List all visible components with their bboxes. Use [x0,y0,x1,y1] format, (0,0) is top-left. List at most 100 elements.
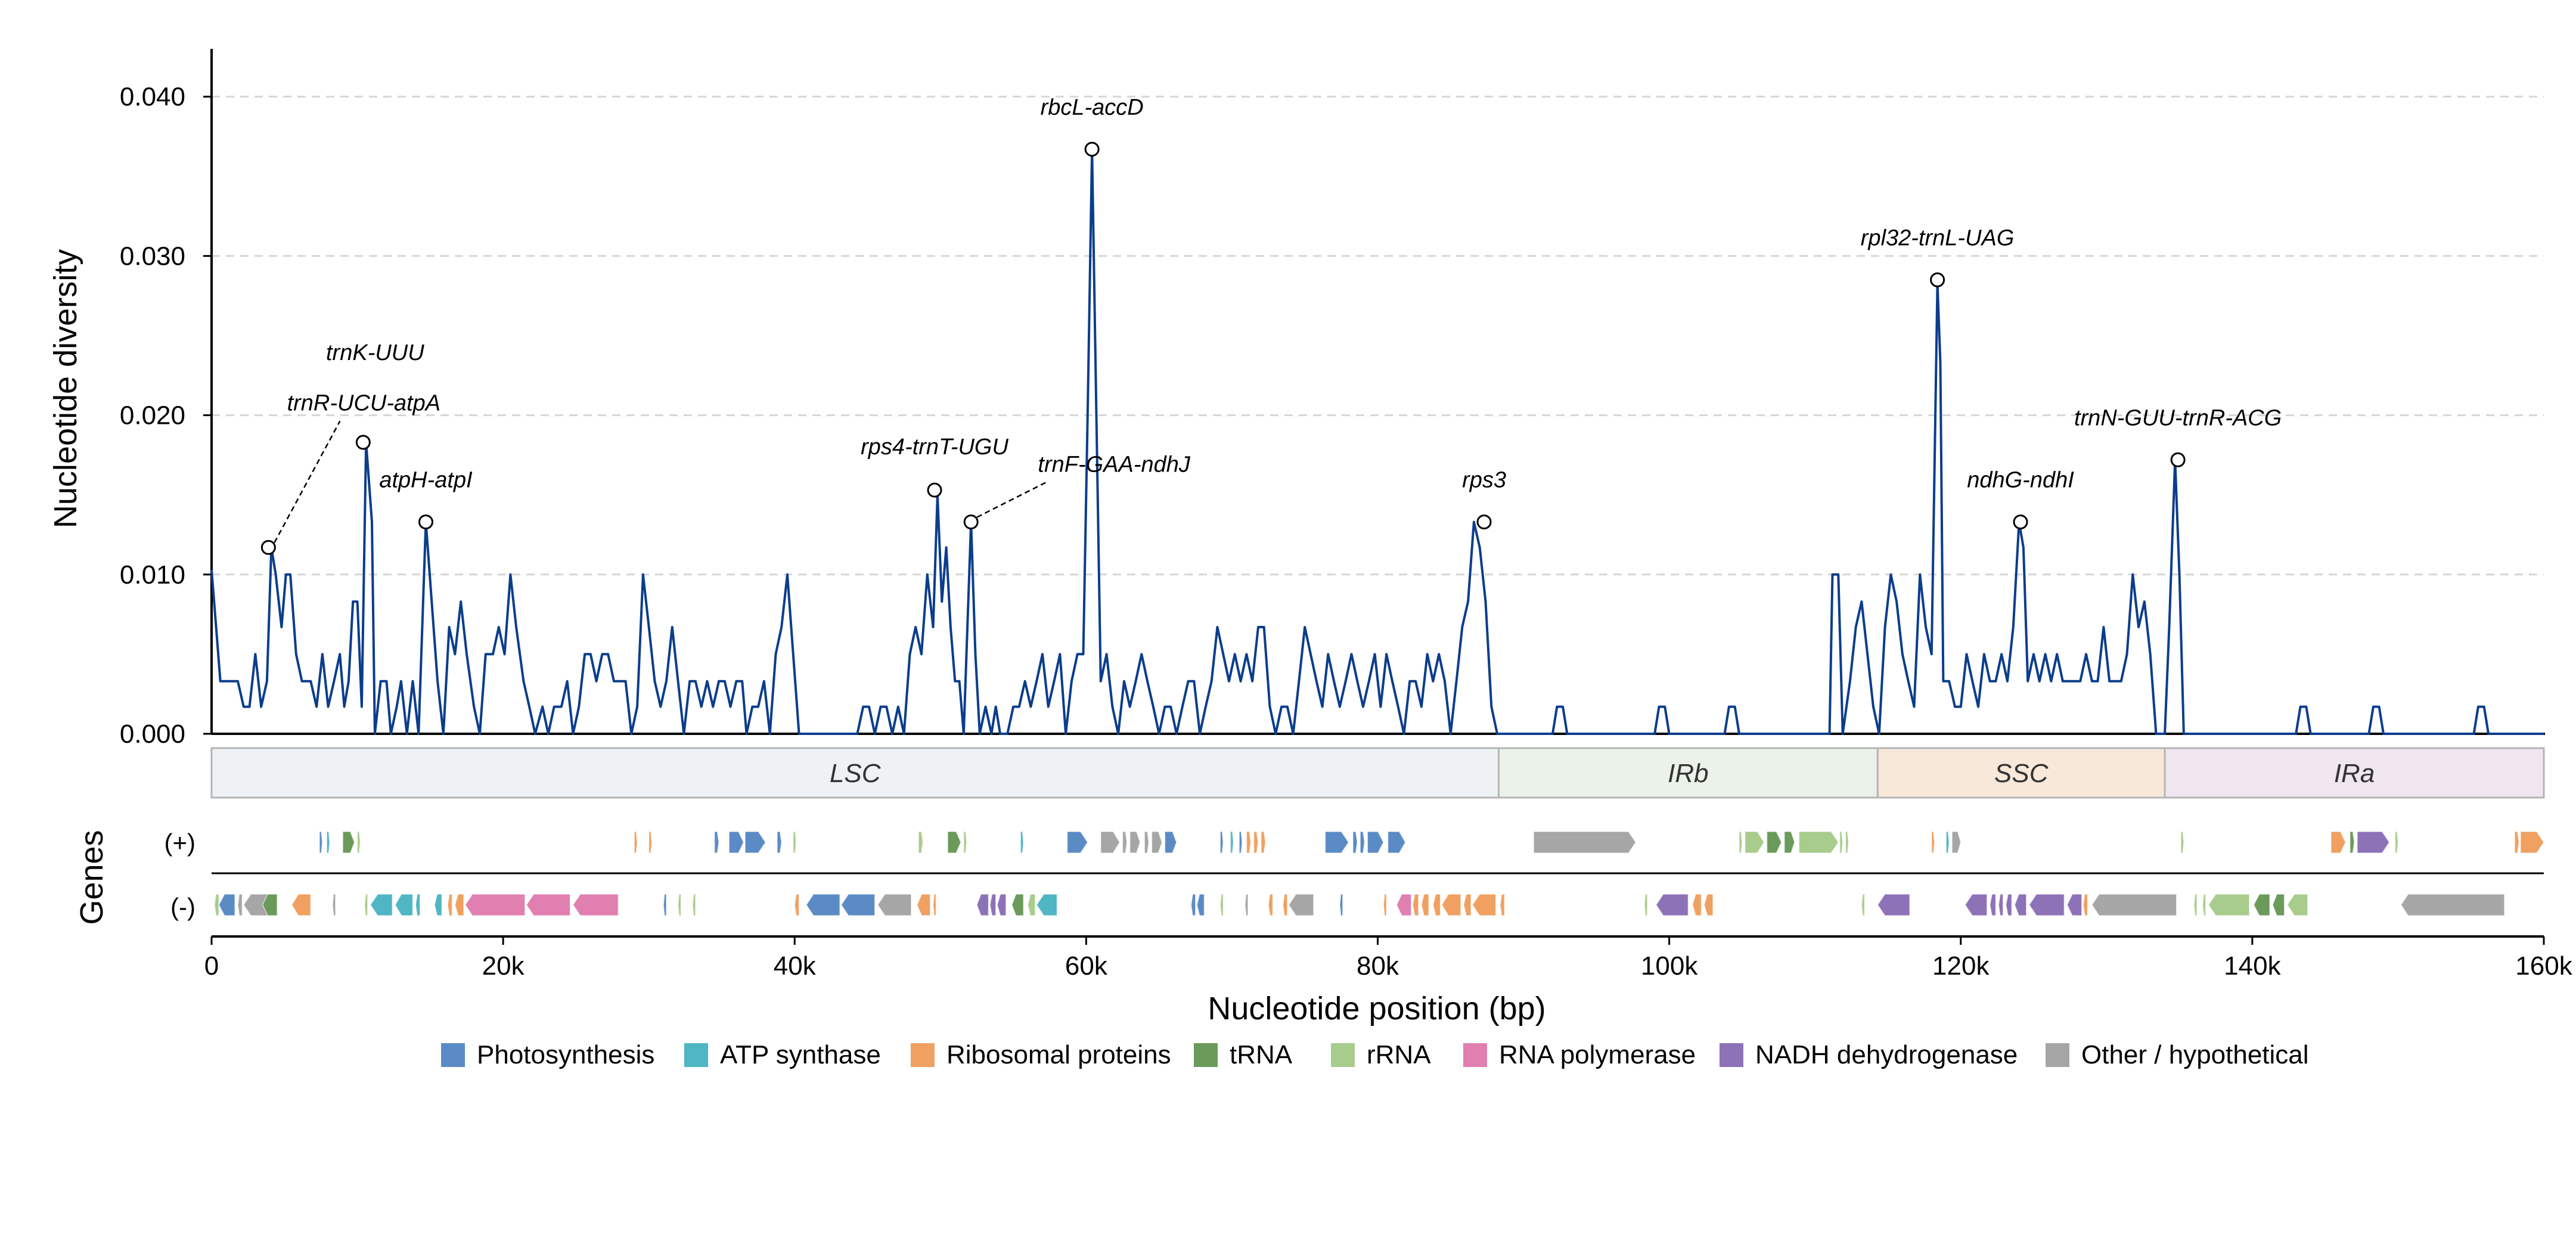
y-axis-title: Nucleotide diversity [48,249,83,528]
legend-swatch [1194,1043,1218,1067]
gene-minus-rrna [214,894,219,916]
gene-minus-ribosomal-proteins [794,894,800,916]
gene-plus-rrna [963,831,967,854]
gene-plus-atp-synthase [1945,831,1950,854]
gene-minus-ribosomal-proteins [1282,894,1288,916]
gene-plus-rrna [1839,831,1843,854]
legend-swatch [911,1043,935,1067]
gene-minus-nadh-dehydrogenase [2028,894,2065,916]
gene-minus-nadh-dehydrogenase [2014,894,2027,916]
gene-minus-ribosomal-proteins [1421,894,1429,916]
gene-minus-rna-polymerase [464,894,526,916]
region-ira-label: IRa [2334,759,2375,788]
gene-plus-photosynthesis [777,831,782,854]
peak-marker [1930,272,1945,287]
x-tick-label: 120k [1932,951,1990,981]
gene-plus-trna [342,831,355,854]
gene-plus-photosynthesis [1239,831,1243,854]
gene-plus-photosynthesis [1367,831,1385,854]
x-tick-label: 100k [1641,951,1698,981]
gene-minus-trna [1011,894,1024,916]
gene-track [212,831,2544,938]
gene-minus-rrna [1219,894,1224,916]
x-axis-title: Nucleotide position (bp) [1208,991,1545,1026]
gene-plus-photosynthesis [728,831,744,854]
legend-label: Other / hypothetical [2081,1040,2309,1069]
y-tick-label: 0.010 [120,560,185,590]
gene-plus-trna [1784,831,1795,854]
peak-annotations: trnR-UCU-atpA trnK-UUU atpH-atpI rps4-trnT-… [260,95,2282,555]
legend-swatch [1720,1043,1743,1067]
axes: 0.000 0.010 0.020 0.030 0.040 0 20k 40k 60k 80k 10… [120,49,2573,981]
grid-lines [212,95,2544,576]
gene-minus-ribosomal-proteins [1441,894,1461,916]
gene-plus-other-hypothetical [1122,831,1128,854]
gene-minus-rrna [2208,894,2250,916]
legend-label: ATP synthase [720,1040,881,1069]
region-ssc-label: SSC [1994,759,2049,788]
x-tick-label: 40k [774,951,817,981]
gene-minus-trna [262,894,278,916]
peak-marker [355,435,371,450]
gene-minus-atp-synthase [1036,894,1058,916]
gene-minus-ribosomal-proteins [2082,894,2088,916]
gene-plus-rrna [356,831,361,854]
gene-minus-rrna [2193,894,2198,916]
gene-minus-ribosomal-proteins [1500,894,1506,916]
legend-label: Photosynthesis [477,1040,654,1069]
gene-minus-nadh-dehydrogenase [1964,894,1988,916]
gene-plus-photosynthesis [1387,831,1406,854]
gene-minus-nadh-dehydrogenase [1655,894,1689,916]
gene-plus-photosynthesis [1164,831,1177,854]
gene-plus-other-hypothetical [1151,831,1163,854]
strand-minus-label: (-) [170,893,195,921]
gene-minus-ribosomal-proteins [1703,894,1714,916]
gene-plus-rrna [1739,831,1743,854]
gene-minus-ribosomal-proteins [1412,894,1419,916]
peak-marker [418,514,434,530]
x-tick-label: 60k [1065,951,1108,981]
gene-plus-ribosomal-proteins [2514,831,2520,854]
gene-minus-trna [2272,894,2285,916]
gene-minus-rrna [1027,894,1036,916]
peak-label: trnN-GUU-trnR-ACG [2074,405,2282,430]
gene-minus-ribosomal-proteins [932,894,937,916]
gene-minus-photosynthesis [1190,894,1196,916]
peak-marker [260,539,276,555]
gene-plus-atp-synthase [1230,831,1234,854]
peak-marker [2170,452,2186,467]
peak-label: atpH-atpI [379,468,473,493]
gene-minus-trna [2253,894,2270,916]
gene-plus-photosynthesis [1324,831,1349,854]
gene-minus-nadh-dehydrogenase [989,894,997,916]
region-lsc-label: LSC [830,759,882,788]
peak-label: trnF-GAA-ndhJ [1038,452,1191,477]
legend-swatch [2046,1043,2069,1067]
gene-plus-trna [1766,831,1782,854]
gene-plus-other-hypothetical [1533,831,1637,854]
gene-plus-photosynthesis [1360,831,1365,854]
x-tick-label: 80k [1357,951,1399,981]
gene-minus-photosynthesis [1196,894,1205,916]
peak-marker [927,482,942,498]
gene-plus-photosynthesis [1066,831,1088,854]
gene-minus-other-hypothetical [1288,894,1314,916]
gene-plus-photosynthesis [1352,831,1358,854]
y-tick-label: 0.000 [120,719,185,749]
gene-plus-other-hypothetical [1129,831,1141,854]
gene-plus-rrna [793,831,797,854]
gene-minus-rrna [1861,894,1866,916]
diversity-line [210,148,2544,735]
region-ira-band [2164,747,2545,799]
gene-plus-atp-synthase [1020,831,1024,854]
peak-marker [2013,514,2028,530]
gene-minus-rrna [677,894,682,916]
legend-label: tRNA [1230,1040,1293,1069]
gene-minus-nadh-dehydrogenase [2005,894,2013,916]
gene-minus-ribosomal-proteins [447,894,453,916]
gene-minus-ribosomal-proteins [1463,894,1472,916]
gene-plus-rrna [1745,831,1765,854]
gene-plus-other-hypothetical [1144,831,1150,854]
gene-plus-photosynthesis [744,831,766,854]
